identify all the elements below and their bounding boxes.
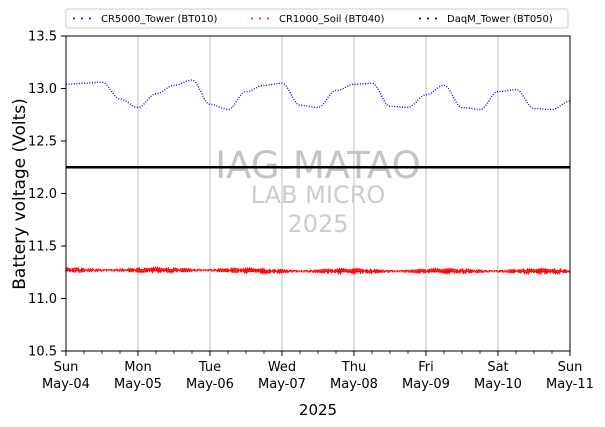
x-tick-date: May-11 — [546, 377, 594, 392]
x-tick-day: Sun — [558, 360, 583, 375]
x-tick-day: Fri — [418, 360, 434, 375]
y-tick-label: 12.5 — [28, 135, 57, 150]
legend-marker-dot — [259, 17, 261, 20]
legend-marker-dot — [251, 17, 253, 20]
legend-entry-label: CR1000_Soil (BT040) — [279, 14, 385, 25]
y-tick-label: 11.0 — [28, 292, 57, 307]
grid-lines — [137, 36, 499, 351]
x-tick-date: May-08 — [330, 377, 378, 392]
y-tick-label: 11.5 — [28, 240, 57, 255]
x-tick-day: Thu — [341, 360, 366, 375]
legend-marker-dot — [73, 17, 75, 20]
watermark-line-3: 2025 — [287, 210, 348, 238]
x-tick-date: May-10 — [474, 377, 522, 392]
legend: CR5000_Tower (BT010) CR1000_Soil (BT040) D… — [65, 8, 569, 29]
legend-box — [65, 8, 569, 29]
legend-marker-dot — [435, 17, 437, 20]
legend-marker-dot — [81, 17, 83, 20]
legend-entry-label: CR5000_Tower (BT010) — [101, 14, 217, 25]
x-tick-date: May-07 — [258, 377, 306, 392]
legend-marker-dot — [419, 17, 421, 20]
x-tick-day: Sat — [487, 360, 508, 375]
y-tick-label: 13.5 — [28, 30, 57, 45]
x-tick-day: Tue — [198, 360, 221, 375]
x-tick-date: May-06 — [186, 377, 234, 392]
legend-entry-label: DaqM_Tower (BT050) — [447, 14, 553, 25]
x-tick-date: May-09 — [402, 377, 450, 392]
watermark: IAG-MATAO LAB MICRO 2025 — [215, 144, 420, 238]
x-tick-day: Mon — [124, 360, 151, 375]
x-tick-day: Sun — [54, 360, 79, 375]
series-line-cr1000-soil — [64, 266, 571, 276]
x-tick-date: May-04 — [42, 377, 90, 392]
x-tick-date: May-05 — [114, 377, 162, 392]
axis-ticks: Sun May-04 Mon May-05 Tue May-06 Wed May-07 Thu M… — [28, 30, 594, 393]
series-layer — [64, 79, 571, 276]
y-tick-label: 13.0 — [28, 82, 57, 97]
series-line-cr5000-tower — [66, 79, 570, 111]
legend-marker-dot — [427, 17, 429, 20]
legend-marker-dot — [267, 17, 269, 20]
legend-marker-dot — [89, 17, 91, 20]
x-tick-day: Wed — [268, 360, 296, 375]
y-axis-label: Battery voltage (Volts) — [10, 98, 30, 289]
watermark-line-1: IAG-MATAO — [215, 144, 420, 187]
watermark-line-2: LAB MICRO — [251, 181, 386, 209]
y-tick-label: 12.0 — [28, 187, 57, 202]
x-axis-label: 2025 — [299, 401, 337, 419]
y-tick-label: 10.5 — [28, 345, 57, 360]
